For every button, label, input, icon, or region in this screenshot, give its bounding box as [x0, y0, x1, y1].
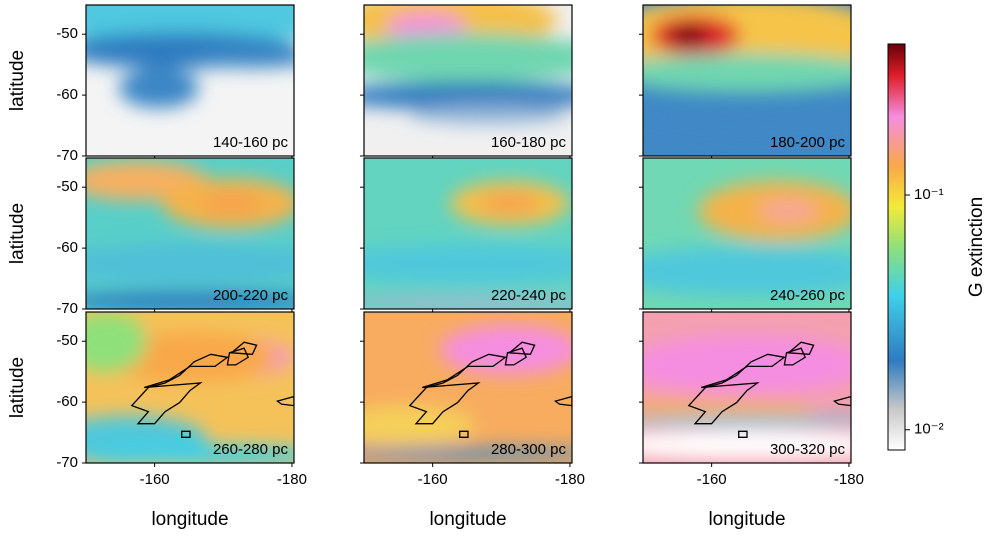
heatmap-blob — [118, 68, 199, 109]
heatmap-blob — [86, 243, 294, 284]
heatmap-blobs — [86, 312, 294, 463]
heatmap-blob — [364, 296, 572, 309]
heatmap — [643, 158, 851, 309]
contour — [130, 341, 294, 438]
panel-label: 240-260 pc — [770, 287, 846, 304]
heatmap — [364, 158, 572, 309]
colorbar — [887, 43, 906, 451]
panel-frame — [363, 4, 573, 157]
heatmap-blob — [364, 81, 572, 110]
panel-label: 300-320 pc — [770, 441, 846, 458]
panel-label: 140-160 pc — [213, 134, 289, 151]
y-tick-label: -70 — [56, 454, 78, 471]
heatmap — [86, 312, 294, 463]
x-tick-label: -160 — [418, 471, 448, 488]
x-tick-label: -180 — [834, 471, 864, 488]
heatmap-blobs — [86, 5, 294, 109]
y-tick-label: -60 — [56, 239, 78, 256]
heatmap-blob — [364, 243, 572, 284]
y-tick-label: -50 — [56, 178, 78, 195]
panel-label: 220-240 pc — [491, 287, 567, 304]
contour — [687, 341, 851, 438]
colorbar-tick-label: 10⁻² — [914, 421, 944, 438]
y-tick-label: -60 — [56, 393, 78, 410]
heatmap-blob — [364, 447, 572, 460]
heatmap — [643, 312, 851, 463]
y-axis-label: latitude — [7, 203, 28, 264]
x-axis-label: longitude — [708, 509, 785, 530]
panel-label: 180-200 pc — [770, 134, 846, 151]
panel-label: 200-220 pc — [213, 287, 289, 304]
heatmap-blob — [643, 415, 851, 426]
y-axis-label: latitude — [7, 50, 28, 111]
heatmap-blob — [643, 52, 851, 93]
heatmap-base — [364, 158, 572, 309]
heatmap-blob — [439, 324, 572, 375]
y-tick-label: -50 — [56, 25, 78, 42]
heatmap-blob — [758, 200, 819, 221]
heatmap-blobs — [364, 181, 572, 309]
heatmap-blob — [86, 312, 147, 373]
heatmap-blob — [643, 246, 851, 297]
heatmap-blob — [364, 32, 572, 83]
heatmap-blob — [643, 118, 851, 149]
heatmap-blob — [90, 445, 294, 463]
panel-frame — [363, 311, 573, 464]
heatmap — [643, 5, 851, 156]
heatmap — [364, 5, 572, 156]
heatmap-blob — [201, 193, 262, 214]
y-tick-label: -50 — [56, 332, 78, 349]
panel-frame — [85, 4, 295, 157]
y-tick-label: -70 — [56, 147, 78, 164]
heatmap-blobs — [643, 180, 851, 297]
heatmap-blobs — [643, 5, 851, 149]
y-tick-label: -70 — [56, 300, 78, 317]
x-tick-label: -160 — [697, 471, 727, 488]
contour — [408, 341, 572, 438]
heatmap — [364, 312, 572, 463]
heatmap-blob — [668, 25, 709, 46]
heatmap-blob — [408, 103, 569, 124]
heatmap-blob — [643, 429, 851, 460]
panel-label: 160-180 pc — [491, 134, 567, 151]
heatmap-blob — [479, 193, 540, 214]
panel-label: 260-280 pc — [213, 441, 289, 458]
x-axis-label: longitude — [151, 509, 228, 530]
colorbar-tick-label: 10⁻¹ — [914, 186, 944, 203]
panel-label: 280-300 pc — [491, 441, 567, 458]
x-tick-label: -180 — [277, 471, 307, 488]
panel-frame — [642, 4, 852, 157]
heatmap-blob — [364, 405, 476, 446]
heatmap-blob — [86, 291, 294, 309]
panel-frame — [642, 311, 852, 464]
heatmap-blobs — [364, 5, 572, 124]
x-tick-label: -180 — [555, 471, 585, 488]
x-tick-label: -160 — [140, 471, 170, 488]
heatmap-blob — [192, 47, 294, 68]
heatmap — [86, 5, 294, 156]
panel-frame — [85, 311, 295, 464]
y-tick-label: -60 — [56, 86, 78, 103]
heatmap — [86, 158, 294, 309]
panel-frame — [85, 157, 295, 310]
panel-frame — [642, 157, 852, 310]
colorbar-label: G extinction — [966, 197, 987, 297]
y-axis-label: latitude — [7, 357, 28, 418]
heatmap-blobs — [86, 160, 294, 309]
x-axis-label: longitude — [429, 509, 506, 530]
panel-frame — [363, 157, 573, 310]
